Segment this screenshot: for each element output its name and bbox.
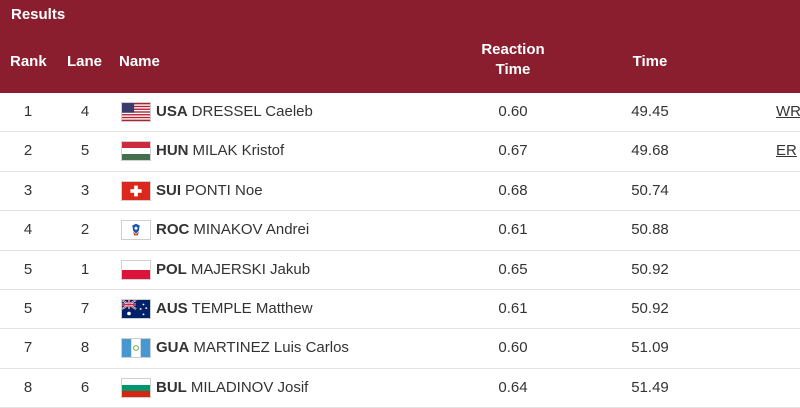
time-cell: 50.92 (631, 260, 669, 278)
noc-code: AUS (156, 299, 188, 317)
athlete-cell[interactable]: USA DRESSEL Caeleb (121, 93, 313, 131)
athlete-cell[interactable]: GUA MARTINEZ Luis Carlos (121, 329, 349, 367)
reaction-time-cell: 0.67 (498, 142, 528, 160)
hungary-flag-icon (121, 141, 151, 162)
table-row[interactable]: 2 5 HUN MILAK Kristof 0.67 49.68 ER (0, 132, 800, 172)
athlete-cell[interactable]: SUI PONTI Noe (121, 172, 263, 210)
table-row[interactable]: 7 8 GUA MARTINEZ Luis Carlos 0.60 51.09 (0, 329, 800, 369)
reaction-header-line2: Time (495, 61, 531, 78)
column-header-reaction-time[interactable]: Reaction Time (468, 40, 558, 80)
lane-cell: 1 (80, 260, 90, 278)
athlete-cell[interactable]: BUL MILADINOV Josif (121, 369, 308, 407)
results-header: Results Rank Lane Name Reaction Time Tim… (0, 0, 800, 93)
athlete-cell[interactable]: HUN MILAK Kristof (121, 132, 284, 170)
reaction-time-cell: 0.60 (498, 339, 528, 357)
rank-cell: 4 (23, 221, 33, 239)
athlete-name: DRESSEL Caeleb (191, 103, 313, 120)
lane-cell: 3 (80, 181, 90, 199)
column-header-time[interactable]: Time (632, 53, 668, 70)
lane-cell: 7 (80, 299, 90, 317)
record-link[interactable]: WR (776, 103, 800, 120)
bulgaria-flag-icon (121, 377, 151, 398)
rank-cell: 3 (23, 181, 33, 199)
time-cell: 51.09 (631, 339, 669, 357)
athlete-cell[interactable]: AUS TEMPLE Matthew (121, 290, 313, 328)
reaction-time-cell: 0.65 (498, 260, 528, 278)
rank-cell: 7 (23, 339, 33, 357)
lane-cell: 6 (80, 378, 90, 396)
record-link[interactable]: ER (776, 142, 797, 160)
roc-flag-icon (121, 220, 151, 241)
rank-cell: 1 (23, 103, 33, 120)
athlete-name: PONTI Noe (185, 181, 263, 199)
lane-cell: 8 (80, 339, 90, 357)
athlete-name: TEMPLE Matthew (191, 299, 313, 317)
rank-cell: 8 (23, 378, 33, 396)
rank-cell: 5 (23, 299, 33, 317)
noc-code: BUL (156, 378, 187, 396)
lane-cell: 4 (80, 103, 90, 120)
athlete-name: MILADINOV Josif (190, 378, 309, 396)
lane-cell: 2 (80, 221, 90, 239)
reaction-time-cell: 0.68 (498, 181, 528, 199)
time-cell: 50.74 (631, 181, 669, 199)
athlete-cell[interactable]: POL MAJERSKI Jakub (121, 251, 310, 289)
results-table: 1 4 USA DRESSEL Caeleb 0.60 49.45 (0, 93, 800, 408)
time-cell: 50.88 (631, 221, 669, 239)
reaction-time-cell: 0.61 (498, 299, 528, 317)
column-header-name[interactable]: Name (119, 53, 160, 70)
noc-code: USA (156, 103, 188, 120)
athlete-name: MARTINEZ Luis Carlos (193, 339, 349, 357)
time-cell: 49.45 (631, 103, 669, 120)
usa-flag-icon (121, 102, 151, 122)
noc-code: GUA (156, 339, 190, 357)
athlete-name: MINAKOV Andrei (193, 221, 310, 239)
table-row[interactable]: 1 4 USA DRESSEL Caeleb 0.60 49.45 (0, 93, 800, 133)
reaction-header-line1: Reaction (481, 41, 545, 58)
time-cell: 49.68 (631, 142, 669, 160)
results-title: Results (11, 6, 66, 23)
table-row[interactable]: 5 1 POL MAJERSKI Jakub 0.65 50.92 (0, 251, 800, 290)
lane-cell: 5 (80, 142, 90, 160)
athlete-name: MILAK Kristof (192, 142, 285, 160)
column-header-lane[interactable]: Lane (67, 53, 103, 70)
reaction-time-cell: 0.61 (498, 221, 528, 239)
reaction-time-cell: 0.60 (498, 103, 528, 120)
reaction-time-cell: 0.64 (498, 378, 528, 396)
rank-cell: 2 (23, 142, 33, 160)
australia-flag-icon (121, 298, 151, 319)
noc-code: ROC (156, 221, 190, 239)
table-row[interactable]: 4 2 ROC MINAKOV Andrei 0.61 50.88 (0, 211, 800, 251)
athlete-cell[interactable]: ROC MINAKOV Andrei (121, 211, 309, 249)
rank-cell: 5 (23, 260, 33, 278)
poland-flag-icon (121, 259, 151, 280)
table-row[interactable]: 8 6 BUL MILADINOV Josif 0.64 51.49 (0, 369, 800, 408)
table-row[interactable]: 3 3 SUI PONTI Noe 0.68 50.74 (0, 172, 800, 212)
noc-code: SUI (156, 181, 182, 199)
switzerland-flag-icon (121, 180, 151, 201)
guatemala-flag-icon (121, 338, 151, 359)
athlete-name: MAJERSKI Jakub (190, 260, 311, 278)
table-row[interactable]: 5 7 AUS TEMPLE (0, 290, 800, 330)
time-cell: 50.92 (631, 299, 669, 317)
column-header-rank[interactable]: Rank (10, 53, 47, 70)
noc-code: POL (156, 260, 187, 278)
time-cell: 51.49 (631, 378, 669, 396)
noc-code: HUN (156, 142, 189, 160)
